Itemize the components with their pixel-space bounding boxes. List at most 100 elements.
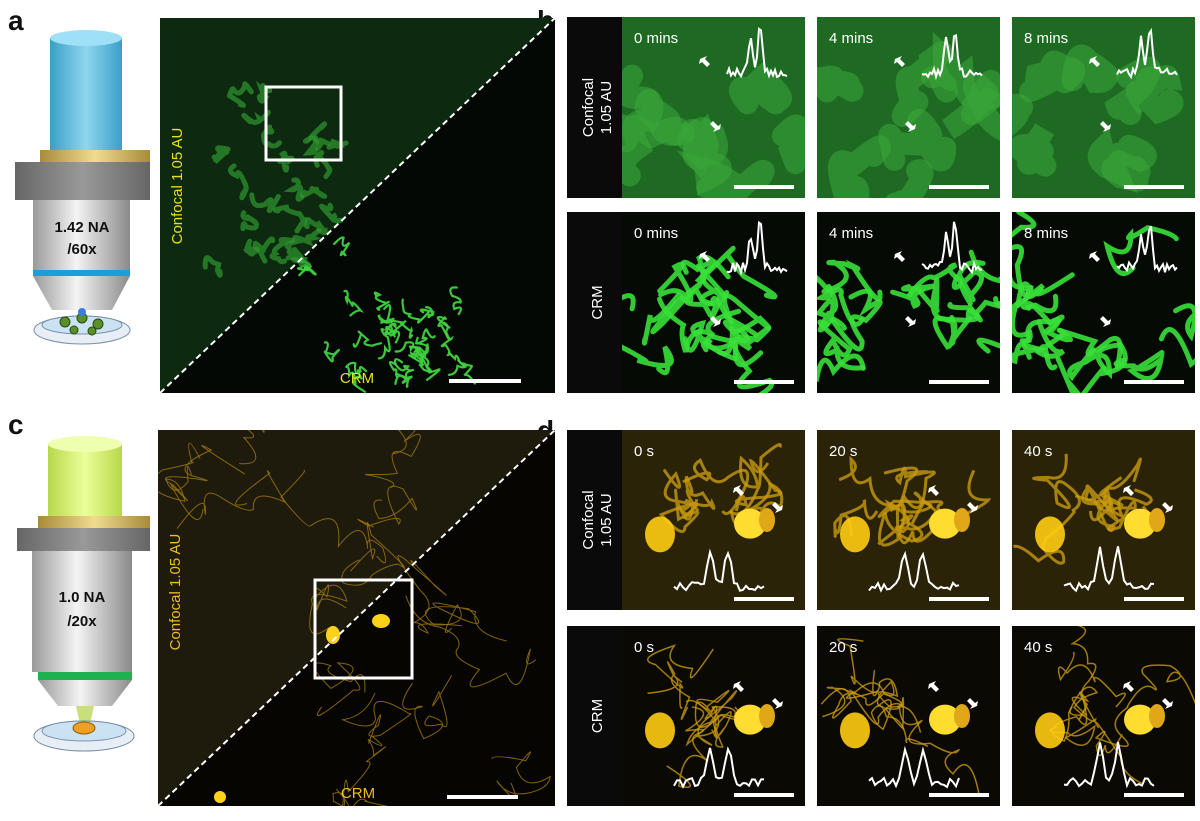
mitochondria [1158, 327, 1195, 369]
arrow [1162, 502, 1173, 513]
neurite [833, 499, 879, 538]
mitochondria [622, 293, 636, 312]
mitochondria [352, 330, 383, 348]
micrograph-tile [622, 17, 805, 198]
intensity-profile [726, 220, 788, 276]
row-label: 1.05 AU [598, 493, 615, 546]
mitochondria [380, 322, 397, 338]
scale-bar [929, 597, 989, 601]
neurite [341, 522, 405, 586]
scale-bar [929, 793, 989, 797]
scale-bar [1124, 597, 1184, 601]
row-label-box [567, 17, 623, 198]
mitochondria [1173, 303, 1195, 342]
neurite [1057, 651, 1126, 708]
mitochondria [202, 255, 223, 278]
micrograph-tile [622, 212, 805, 393]
mitochondria [633, 88, 696, 147]
neurite [397, 555, 462, 635]
neurite [313, 662, 366, 716]
mitochondria [227, 163, 249, 201]
mitochondria [408, 354, 433, 373]
mitochondria [401, 368, 415, 388]
intensity-profile [921, 33, 983, 81]
time-label: 40 s [1024, 639, 1052, 656]
mitochondria [440, 321, 454, 357]
neurite [877, 504, 924, 547]
intensity-profile [1116, 27, 1178, 80]
mitochondria [319, 202, 344, 224]
mitochondria [976, 337, 1000, 354]
roi-box [313, 578, 414, 680]
neurite [822, 686, 905, 725]
mitochondria [401, 298, 430, 324]
objective-label: /20x [67, 613, 97, 630]
neuron-soma [840, 516, 870, 553]
mitochondria [304, 217, 328, 236]
neuron-soma [734, 704, 766, 735]
objective-illustration [15, 30, 150, 345]
micrograph [160, 18, 555, 393]
mitochondria [772, 114, 805, 175]
neurite [491, 751, 551, 799]
mitochondria [695, 245, 778, 300]
roi-box [264, 85, 343, 162]
intensity-profile [1116, 225, 1178, 274]
row-label-box [567, 212, 623, 393]
mitochondria [817, 319, 866, 371]
mitochondria [885, 159, 934, 198]
arrow [894, 251, 905, 262]
intensity-profile [921, 221, 983, 275]
micrograph-tile [817, 17, 1000, 198]
neurite [1074, 494, 1116, 532]
time-label: 0 mins [634, 30, 678, 47]
intensity-profile [868, 550, 960, 593]
objective-label: 1.42 NA [54, 219, 109, 236]
mitochondria [323, 341, 340, 363]
mitochondria [732, 325, 772, 368]
mitochondria [285, 247, 305, 262]
row-label: Confocal [580, 490, 597, 549]
scale-bar [734, 597, 794, 601]
mitochondria [252, 236, 276, 264]
neurite [838, 455, 933, 518]
mitochondria [641, 261, 694, 346]
neurite [239, 430, 265, 465]
mitochondria [1103, 225, 1179, 276]
neurite [647, 644, 714, 709]
mitochondria [1067, 342, 1119, 382]
mitochondria [283, 177, 305, 202]
neurite [647, 661, 691, 720]
neurite [895, 466, 936, 514]
mitochondria [702, 337, 775, 393]
mitochondria [333, 236, 351, 257]
scale-bar [447, 795, 518, 799]
mitochondria [683, 286, 759, 338]
mitochondria [1087, 127, 1157, 194]
row-label-box [567, 430, 623, 610]
split-line [160, 18, 555, 393]
mitochondria [682, 319, 713, 353]
arrow [733, 485, 744, 496]
mitochondria [261, 124, 282, 149]
micrograph [158, 430, 555, 806]
neurite [1126, 664, 1195, 708]
row-label: 1.05 AU [598, 81, 615, 134]
micrograph-tile [1012, 430, 1195, 610]
intensity-profile [868, 745, 960, 789]
micrograph-tile [622, 430, 805, 610]
mitochondria [1036, 327, 1123, 370]
panel-label: a [8, 5, 24, 36]
arrow [1123, 485, 1134, 496]
objective-label: 1.0 NA [59, 589, 106, 606]
mitochondria [891, 41, 958, 128]
mitochondria [932, 315, 972, 350]
mitochondria [728, 62, 792, 115]
neuron-soma [372, 614, 390, 628]
mitochondria [1012, 93, 1034, 137]
panel-label: c [8, 409, 24, 440]
mitochondria [622, 344, 674, 376]
neurite [364, 430, 421, 489]
mitochondria [827, 135, 891, 198]
